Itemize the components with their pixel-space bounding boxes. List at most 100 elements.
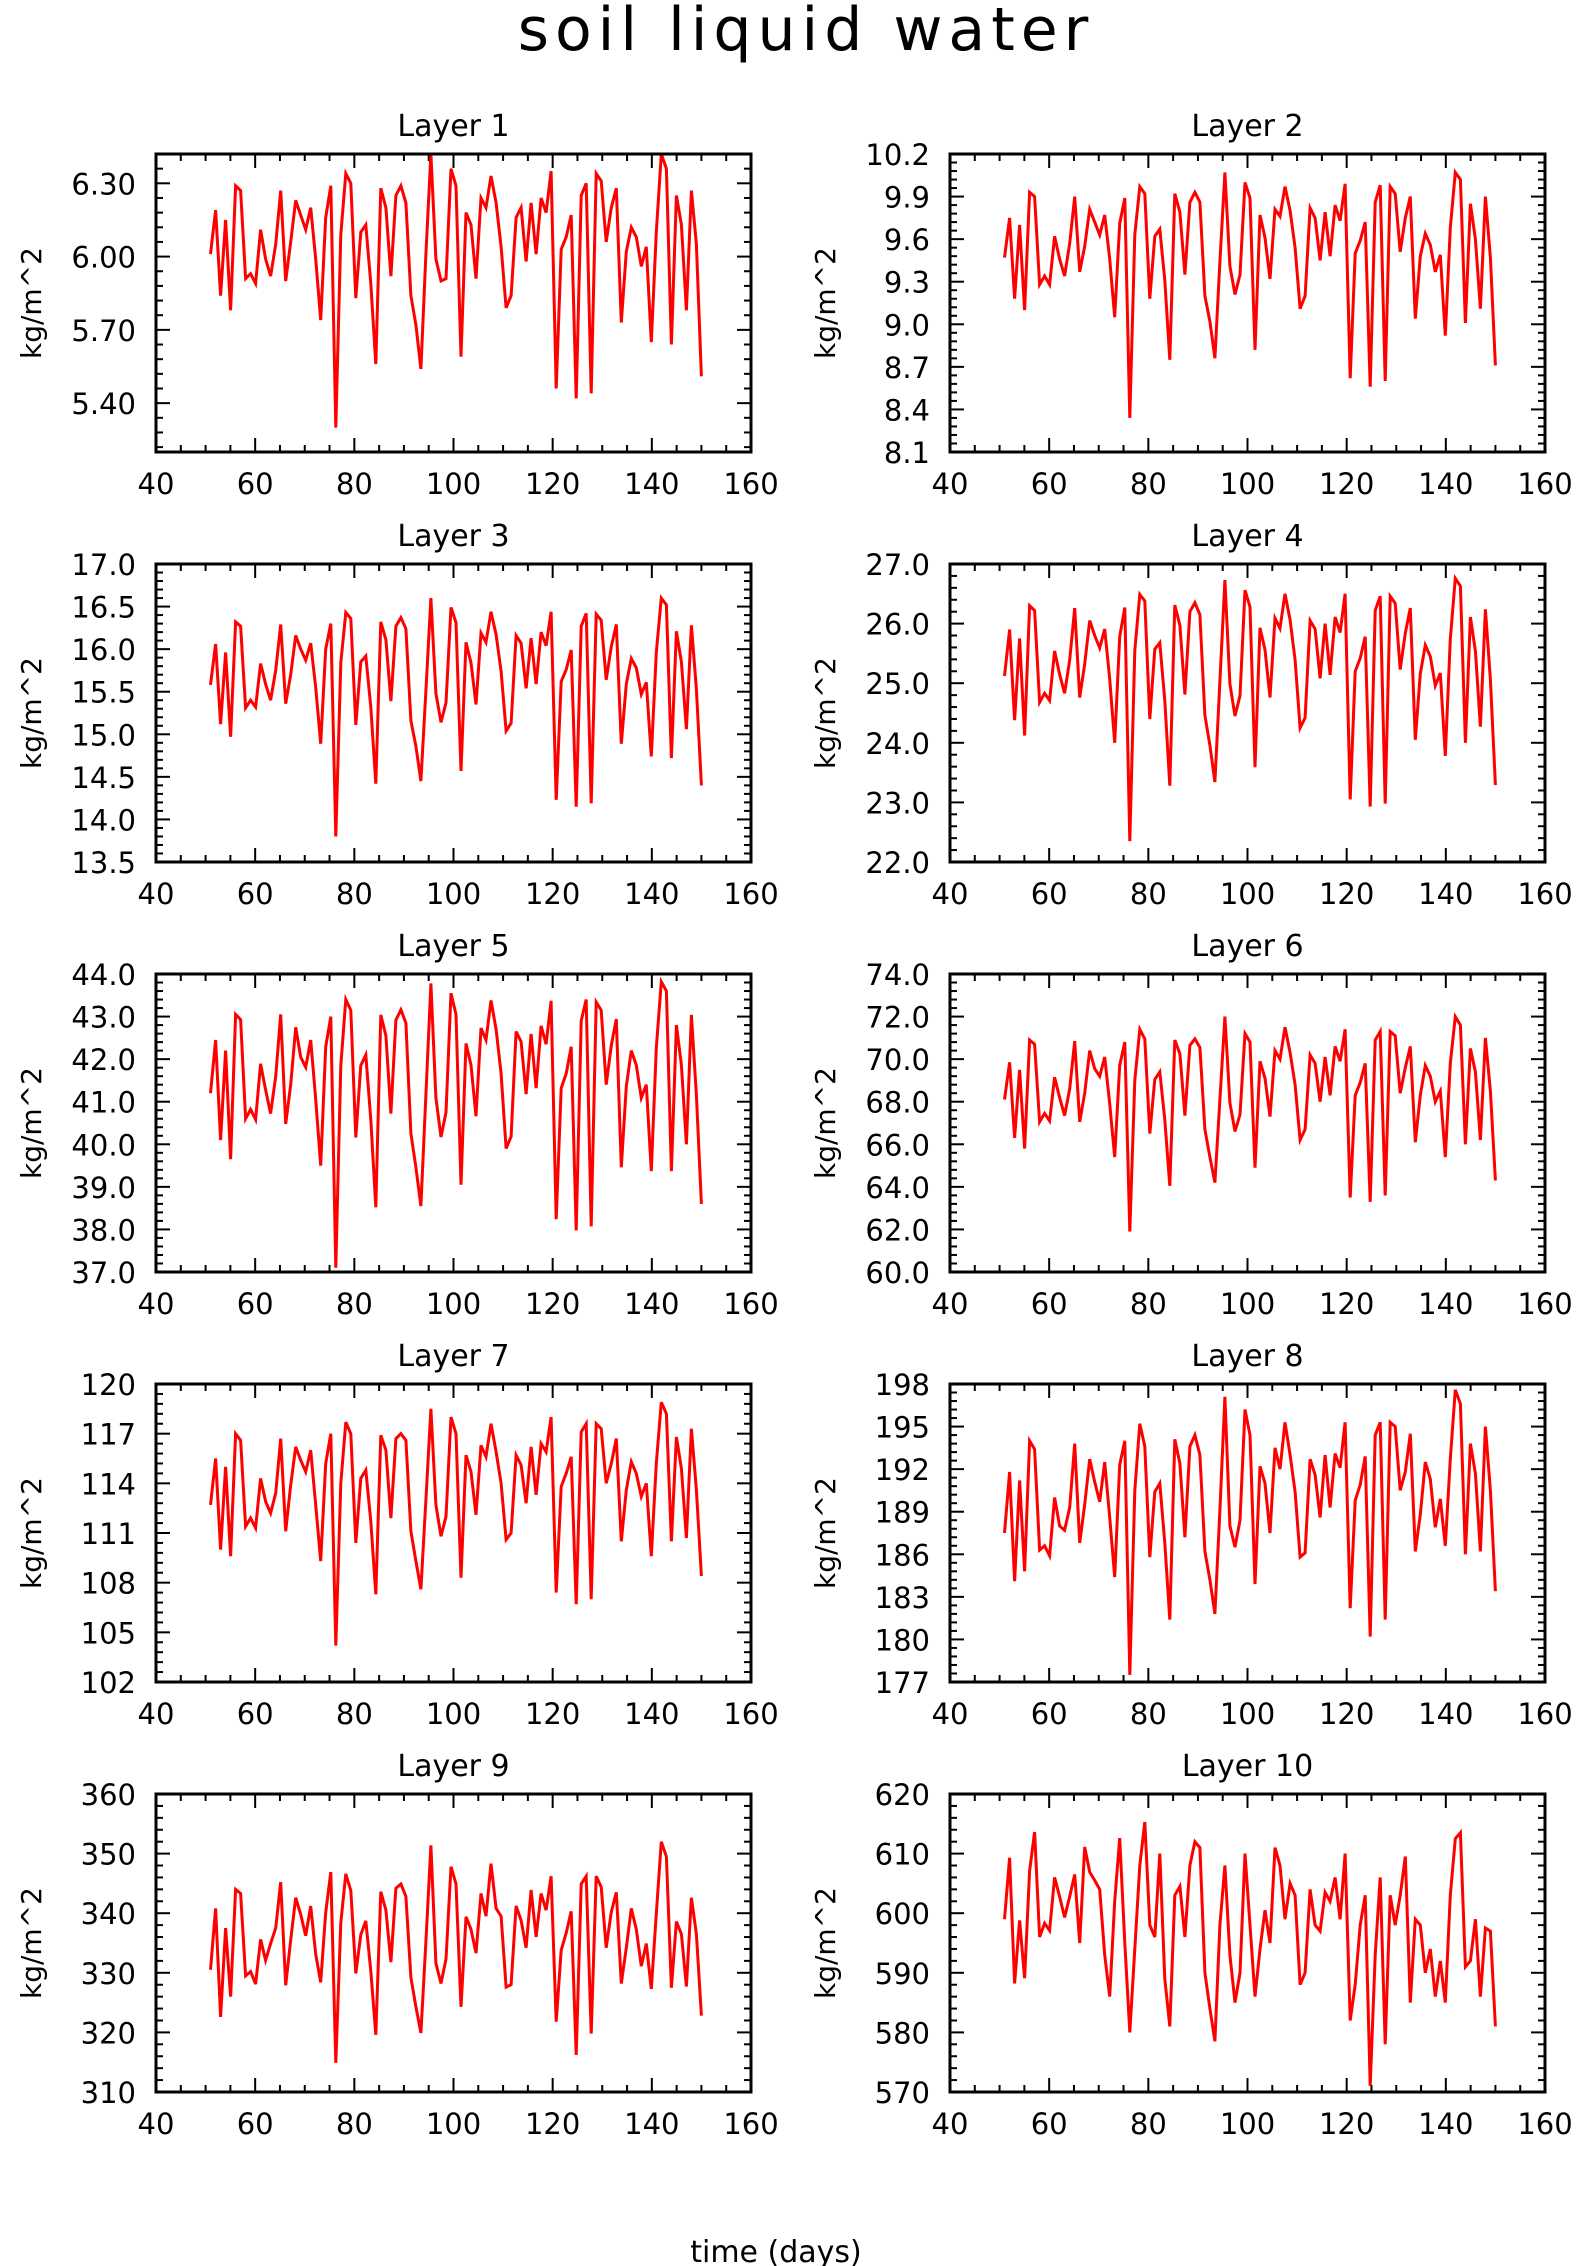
x-tick-label: 120 bbox=[1319, 467, 1374, 501]
x-tick-label: 120 bbox=[525, 2107, 580, 2141]
x-tick-label: 100 bbox=[426, 1697, 481, 1731]
x-tick-label: 40 bbox=[932, 467, 969, 501]
x-tick-label: 160 bbox=[1517, 2107, 1572, 2141]
y-axis-label: kg/m^2 bbox=[809, 247, 842, 359]
x-tick-label: 140 bbox=[624, 1697, 679, 1731]
panel-title: Layer 8 bbox=[1191, 1339, 1303, 1374]
x-tick-label: 100 bbox=[426, 877, 481, 911]
y-axis-label: kg/m^2 bbox=[809, 657, 842, 769]
y-axis-label: kg/m^2 bbox=[15, 1067, 48, 1179]
x-tick-label: 120 bbox=[1319, 2107, 1374, 2141]
x-tick-label: 80 bbox=[1130, 467, 1167, 501]
x-tick-label: 140 bbox=[624, 877, 679, 911]
x-tick-label: 140 bbox=[1418, 2107, 1473, 2141]
y-axis-label: kg/m^2 bbox=[809, 1477, 842, 1589]
y-tick-label: 44.0 bbox=[71, 958, 136, 992]
x-tick-label: 40 bbox=[138, 2107, 175, 2141]
x-tick-label: 160 bbox=[1517, 467, 1572, 501]
y-tick-label: 5.40 bbox=[71, 387, 136, 421]
y-axis-label: kg/m^2 bbox=[15, 1477, 48, 1589]
y-tick-label: 72.0 bbox=[865, 1001, 930, 1035]
panel-title: Layer 2 bbox=[1191, 109, 1303, 144]
x-tick-label: 160 bbox=[723, 1287, 778, 1321]
series-line-1 bbox=[209, 1401, 703, 1646]
x-tick-label: 60 bbox=[1031, 2107, 1068, 2141]
y-axis-label: kg/m^2 bbox=[15, 657, 48, 769]
y-tick-label: 580 bbox=[875, 2016, 930, 2050]
x-tick-label: 120 bbox=[525, 1287, 580, 1321]
series-line-1 bbox=[1003, 1011, 1497, 1232]
y-tick-label: 15.0 bbox=[71, 718, 136, 752]
y-tick-label: 195 bbox=[875, 1411, 930, 1445]
y-tick-label: 9.9 bbox=[884, 181, 930, 215]
y-tick-label: 16.0 bbox=[71, 633, 136, 667]
x-tick-label: 100 bbox=[426, 2107, 481, 2141]
y-tick-label: 6.00 bbox=[71, 241, 136, 275]
chart-panel-7: Layer 7 40 60 80 100 120 140 160 102 105 108 111 114… bbox=[15, 1339, 779, 1731]
x-tick-label: 160 bbox=[723, 877, 778, 911]
x-tick-label: 80 bbox=[336, 1697, 373, 1731]
x-tick-label: 60 bbox=[1031, 1287, 1068, 1321]
x-tick-label: 80 bbox=[336, 467, 373, 501]
x-tick-label: 40 bbox=[138, 467, 175, 501]
figure-title: soil liquid water bbox=[518, 0, 1095, 65]
x-tick-label: 100 bbox=[1220, 2107, 1275, 2141]
x-tick-label: 160 bbox=[723, 1697, 778, 1731]
y-tick-label: 64.0 bbox=[865, 1171, 930, 1205]
y-tick-label: 27.0 bbox=[865, 548, 930, 582]
y-tick-label: 620 bbox=[875, 1778, 930, 1812]
series-line-1 bbox=[1003, 1821, 1497, 2087]
y-tick-label: 42.0 bbox=[71, 1043, 136, 1077]
x-tick-label: 60 bbox=[237, 877, 274, 911]
x-tick-label: 140 bbox=[1418, 1697, 1473, 1731]
chart-panel-4: Layer 4 40 60 80 100 120 140 160 22.0 23.0 24.0 25.… bbox=[809, 519, 1573, 911]
x-tick-label: 120 bbox=[1319, 1287, 1374, 1321]
series-line-1 bbox=[1003, 573, 1497, 842]
y-tick-label: 16.5 bbox=[71, 591, 136, 625]
chart-panel-5: Layer 5 40 60 80 100 120 140 160 37.0 38.0 39.0 40.… bbox=[15, 929, 779, 1321]
y-tick-label: 25.0 bbox=[865, 667, 930, 701]
y-tick-label: 105 bbox=[81, 1616, 136, 1650]
y-tick-label: 600 bbox=[875, 1897, 930, 1931]
y-tick-label: 14.0 bbox=[71, 803, 136, 837]
y-tick-label: 183 bbox=[875, 1581, 930, 1615]
series-line-1 bbox=[1003, 1389, 1497, 1675]
chart-panel-1: Layer 1 40 60 80 100 120 140 160 5.40 5.70 6.00 6.3… bbox=[15, 109, 779, 501]
y-tick-label: 22.0 bbox=[865, 846, 930, 880]
y-tick-label: 590 bbox=[875, 1957, 930, 1991]
y-axis-label: kg/m^2 bbox=[15, 1887, 48, 1999]
chart-panel-6: Layer 6 40 60 80 100 120 140 160 60.0 62.0 64.0 66.… bbox=[809, 929, 1573, 1321]
x-tick-label: 140 bbox=[624, 467, 679, 501]
x-tick-label: 100 bbox=[426, 1287, 481, 1321]
x-tick-label: 60 bbox=[1031, 1697, 1068, 1731]
y-tick-label: 8.7 bbox=[884, 351, 930, 385]
y-tick-label: 74.0 bbox=[865, 958, 930, 992]
series-line-1 bbox=[1003, 168, 1497, 418]
x-tick-label: 40 bbox=[138, 1697, 175, 1731]
chart-panel-8: Layer 8 40 60 80 100 120 140 160 177 180 183 186 189… bbox=[809, 1339, 1573, 1731]
x-tick-label: 140 bbox=[1418, 1287, 1473, 1321]
x-tick-label: 160 bbox=[1517, 877, 1572, 911]
y-tick-label: 310 bbox=[81, 2076, 136, 2110]
plot-frame bbox=[948, 152, 1547, 454]
x-tick-label: 40 bbox=[932, 1287, 969, 1321]
y-tick-label: 38.0 bbox=[71, 1213, 136, 1247]
y-tick-label: 102 bbox=[81, 1666, 136, 1700]
x-tick-label: 60 bbox=[237, 1287, 274, 1321]
x-tick-label: 80 bbox=[336, 2107, 373, 2141]
x-tick-label: 100 bbox=[1220, 1697, 1275, 1731]
series-line-1 bbox=[209, 594, 703, 837]
x-tick-label: 140 bbox=[624, 1287, 679, 1321]
y-tick-label: 60.0 bbox=[865, 1256, 930, 1290]
y-tick-label: 9.0 bbox=[884, 308, 930, 342]
y-tick-label: 108 bbox=[81, 1567, 136, 1601]
y-tick-label: 8.1 bbox=[884, 436, 930, 470]
x-tick-label: 120 bbox=[1319, 877, 1374, 911]
y-tick-label: 6.30 bbox=[71, 167, 136, 201]
panels: Layer 1 40 60 80 100 120 140 160 5.40 5.70 6.00 6.3… bbox=[15, 109, 1573, 2141]
y-tick-label: 43.0 bbox=[71, 1001, 136, 1035]
x-tick-label: 60 bbox=[237, 2107, 274, 2141]
x-tick-label: 40 bbox=[138, 1287, 175, 1321]
chart-panel-10: Layer 10 40 60 80 100 120 140 160 570 580 590 600 61… bbox=[809, 1749, 1573, 2141]
